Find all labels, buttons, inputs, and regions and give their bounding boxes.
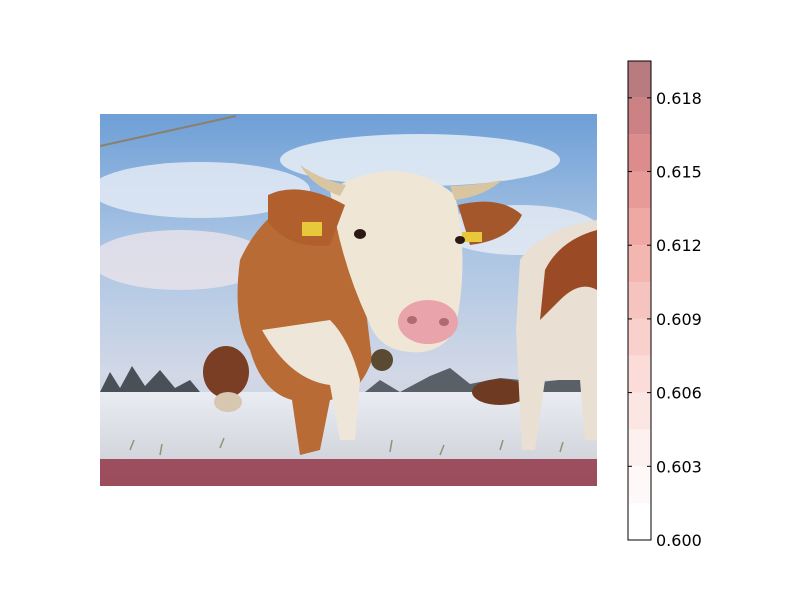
colorbar-tick-label: 0.606 xyxy=(656,384,702,403)
heatmap-overlay-strip xyxy=(100,459,597,486)
colorbar-tick-label: 0.615 xyxy=(656,163,702,182)
colorbar-tick-label: 0.618 xyxy=(656,89,702,108)
colorbar-level xyxy=(628,134,651,172)
colorbar-level xyxy=(628,97,651,135)
colorbar-level xyxy=(628,61,651,98)
colorbar-level xyxy=(628,466,651,504)
colorbar-tick-label: 0.612 xyxy=(656,236,702,255)
colorbar-tick-label: 0.609 xyxy=(656,310,702,329)
colorbar-level xyxy=(628,318,651,356)
colorbar-level xyxy=(628,245,651,283)
background-photo xyxy=(100,114,597,486)
colorbar-level xyxy=(628,392,651,430)
colorbar-ticks: 0.600 0.603 0.606 0.609 0.612 0.615 0.618 xyxy=(628,89,702,550)
colorbar-level xyxy=(628,208,651,246)
colorbar-level xyxy=(628,429,651,467)
colorbar-level xyxy=(628,282,651,319)
colorbar-level xyxy=(628,355,651,393)
colorbar-tick-label: 0.603 xyxy=(656,457,702,476)
colorbar-level xyxy=(628,171,651,209)
colorbar-frame xyxy=(627,60,652,541)
colorbar-level xyxy=(628,503,651,540)
colorbar-tick-label: 0.600 xyxy=(656,531,702,550)
colorbar xyxy=(628,61,651,540)
